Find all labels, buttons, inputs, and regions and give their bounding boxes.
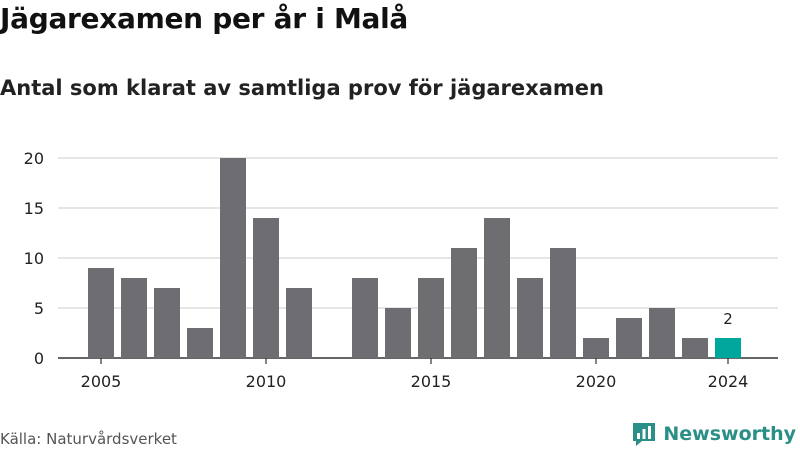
bar: [517, 278, 543, 358]
x-tick-label: 2010: [246, 372, 287, 391]
bar-chart: 0 5 10 15 20 2 2005 2010 2015 2020 2024: [24, 149, 778, 391]
bar: [649, 308, 675, 358]
bar: [187, 328, 213, 358]
chart-subtitle: Antal som klarat av samtliga prov för jä…: [0, 76, 604, 100]
bar: [451, 248, 477, 358]
bar: [682, 338, 708, 358]
brand-logo[interactable]: Newsworthy: [631, 421, 796, 447]
bar: [616, 318, 642, 358]
x-tick-label: 2015: [411, 372, 452, 391]
chart-title: Jägarexamen per år i Malå: [0, 2, 408, 35]
bar: [352, 278, 378, 358]
bar: [418, 278, 444, 358]
bar: [484, 218, 510, 358]
y-tick-label: 5: [34, 299, 44, 318]
labels: 0 5 10 15 20 2 2005 2010 2015 2020 2024: [24, 149, 749, 391]
bars: [88, 158, 741, 358]
bar: [220, 158, 246, 358]
bar: [121, 278, 147, 358]
bar: [385, 308, 411, 358]
bar: [715, 338, 741, 358]
x-tick-label: 2005: [81, 372, 122, 391]
y-tick-label: 20: [24, 149, 44, 168]
source-note: Källa: Naturvårdsverket: [0, 430, 177, 448]
x-tick-label: 2020: [576, 372, 617, 391]
y-tick-label: 0: [34, 349, 44, 368]
brand-name: Newsworthy: [663, 423, 796, 445]
data-label: 2: [723, 310, 733, 328]
bar: [253, 218, 279, 358]
x-tick-label: 2024: [708, 372, 749, 391]
y-tick-label: 15: [24, 199, 44, 218]
bar: [583, 338, 609, 358]
bar: [286, 288, 312, 358]
y-tick-label: 10: [24, 249, 44, 268]
bar: [88, 268, 114, 358]
bar: [550, 248, 576, 358]
newsworthy-logo-icon: [633, 423, 656, 446]
bar: [154, 288, 180, 358]
